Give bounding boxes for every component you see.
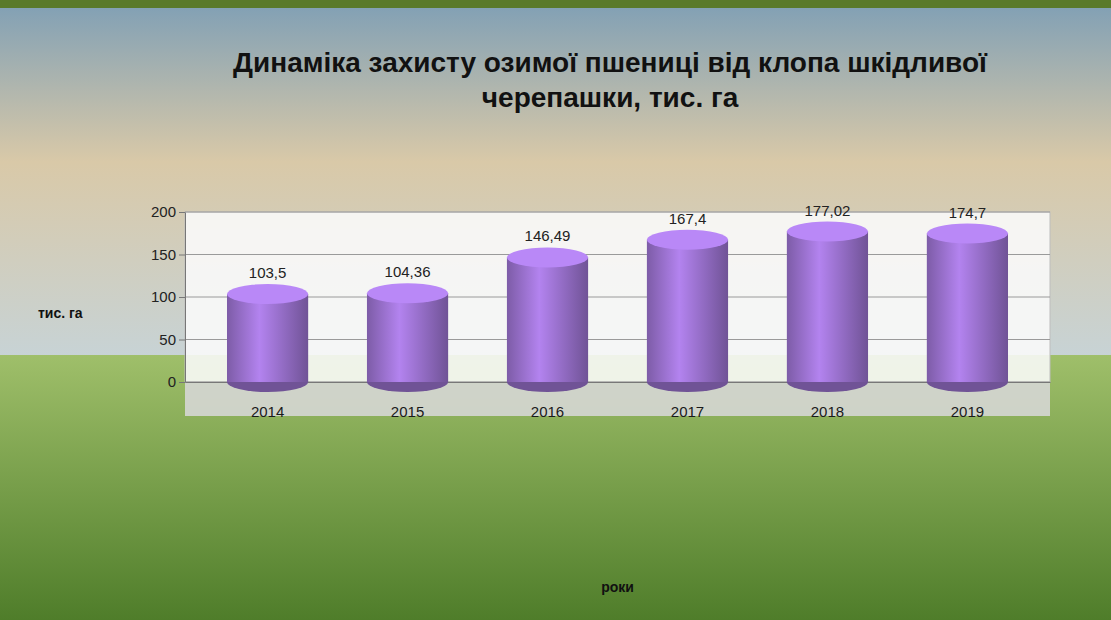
grid-line: [185, 382, 1050, 383]
data-label: 104,36: [385, 263, 431, 280]
bar-body: [927, 234, 1008, 382]
bar-body: [507, 257, 588, 382]
data-label: 174,7: [949, 204, 987, 221]
y-tick-mark: [179, 382, 185, 383]
y-axis: 0 50 100 150 200: [151, 203, 186, 390]
bar-body: [787, 232, 868, 382]
data-label: 103,5: [249, 264, 287, 281]
bar-body: [647, 240, 728, 382]
chart: Динаміка захисту озимої пшениці від клоп…: [0, 0, 1111, 620]
bar: [507, 247, 588, 392]
grid: [185, 212, 1050, 382]
y-tick-label: 0: [168, 373, 176, 390]
y-tick: 150: [151, 246, 185, 263]
x-tick-label: 2014: [251, 403, 284, 420]
data-label: 167,4: [669, 210, 707, 227]
x-tick-label: 2016: [531, 403, 564, 420]
y-tick-mark: [179, 212, 185, 213]
y-tick: 0: [168, 373, 185, 390]
bar: [927, 224, 1008, 392]
data-labels: 103,5 104,36 146,49 167,4 177,02 174,7: [249, 202, 986, 281]
bars: [227, 222, 1008, 392]
y-tick: 100: [151, 288, 185, 305]
y-tick-label: 200: [151, 203, 176, 220]
x-axis-title: роки: [601, 579, 634, 595]
x-tick-label: 2015: [391, 403, 424, 420]
grid-line: [185, 339, 1050, 340]
bar-top: [927, 224, 1008, 244]
grid-line: [185, 212, 1050, 213]
y-tick-label: 150: [151, 246, 176, 263]
bar: [227, 284, 308, 392]
y-tick: 200: [151, 203, 185, 220]
data-label: 146,49: [525, 227, 571, 244]
data-label: 177,02: [805, 202, 851, 219]
y-tick-mark: [179, 340, 185, 341]
x-tick-label: 2017: [671, 403, 704, 420]
bar-top: [367, 283, 448, 303]
plot: 0 50 100 150 200 2014 2015 2016 2017 2018 2019 103,…: [151, 202, 1051, 420]
bar-body: [227, 294, 308, 382]
bar: [787, 222, 868, 392]
x-tick-label: 2019: [951, 403, 984, 420]
bar: [367, 283, 448, 392]
y-axis-title: тис. га: [38, 305, 83, 321]
y-tick-mark: [179, 255, 185, 256]
bar-top: [647, 230, 728, 250]
y-axis-line: [185, 213, 186, 383]
grid-line: [185, 254, 1050, 255]
y-tick: 50: [159, 331, 185, 348]
grid-line: [185, 297, 1050, 298]
x-tick-label: 2018: [811, 403, 844, 420]
y-tick-mark: [179, 297, 185, 298]
top-band: [0, 0, 1111, 8]
y-tick-label: 100: [151, 288, 176, 305]
x-axis: 2014 2015 2016 2017 2018 2019: [186, 382, 1051, 420]
bar-top: [787, 222, 868, 242]
plot-floor: [185, 382, 1050, 416]
bar-top: [227, 284, 308, 304]
bar-body: [367, 293, 448, 382]
x-axis-line: [186, 382, 1051, 383]
title: Динаміка захисту озимої пшениці від клоп…: [233, 47, 988, 113]
background-field: [0, 355, 1111, 620]
plot-background: [185, 212, 1050, 382]
y-tick-label: 50: [159, 331, 176, 348]
bar-top: [507, 247, 588, 267]
bar: [647, 230, 728, 392]
